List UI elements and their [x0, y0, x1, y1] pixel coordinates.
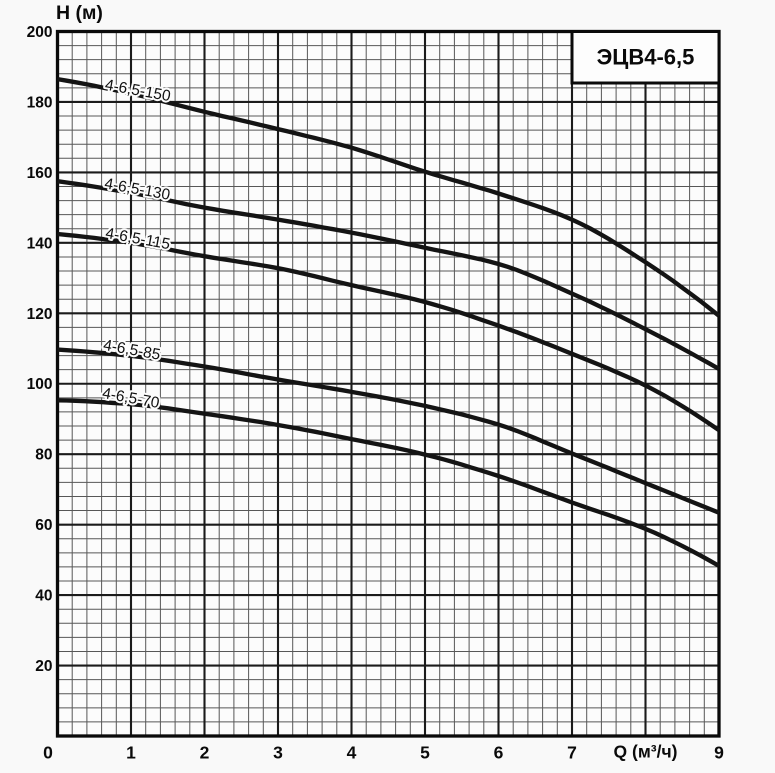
svg-text:100: 100: [27, 376, 53, 393]
svg-text:160: 160: [27, 165, 53, 182]
svg-text:20: 20: [35, 658, 52, 675]
svg-text:9: 9: [714, 743, 724, 763]
svg-text:2: 2: [200, 743, 210, 763]
svg-text:40: 40: [35, 588, 52, 605]
svg-text:3: 3: [273, 743, 283, 763]
svg-text:ЭЦВ4-6,5: ЭЦВ4-6,5: [597, 45, 695, 70]
svg-text:6: 6: [494, 743, 504, 763]
svg-text:140: 140: [27, 235, 53, 252]
svg-text:4: 4: [347, 743, 357, 763]
svg-text:7: 7: [567, 743, 577, 763]
svg-text:200: 200: [27, 24, 53, 41]
svg-text:80: 80: [35, 447, 52, 464]
svg-text:0: 0: [43, 743, 53, 763]
svg-text:Q (м³/ч): Q (м³/ч): [614, 742, 678, 762]
svg-text:180: 180: [27, 95, 53, 112]
svg-text:60: 60: [35, 517, 52, 534]
svg-text:H (м): H (м): [56, 2, 103, 24]
svg-text:120: 120: [27, 306, 53, 323]
svg-text:5: 5: [420, 743, 430, 763]
svg-text:1: 1: [126, 743, 136, 763]
